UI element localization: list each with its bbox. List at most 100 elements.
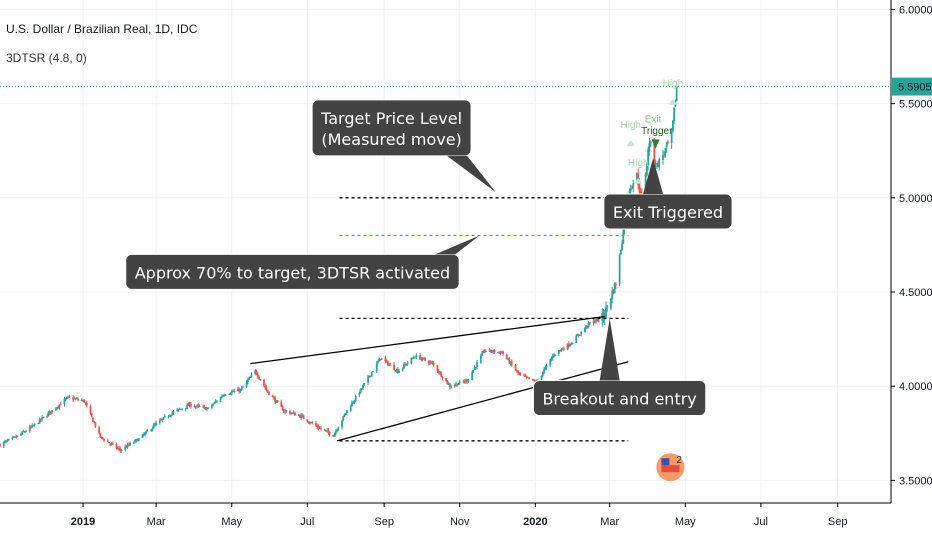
callout[interactable]: Exit Triggered — [603, 158, 733, 230]
candle-body — [653, 142, 656, 161]
candle-body — [603, 315, 606, 320]
candle-body — [632, 183, 635, 189]
candle-body — [505, 354, 508, 359]
candle — [135, 438, 138, 443]
candle — [419, 352, 421, 360]
candle — [101, 436, 104, 441]
candle-body — [341, 420, 343, 428]
candle-body — [575, 336, 578, 343]
time-tick-label: 2019 — [71, 516, 95, 528]
callout[interactable]: Approx 70% to target, 3DTSR activated — [125, 235, 480, 290]
candle-body — [72, 397, 75, 400]
candle-body — [491, 351, 493, 353]
callout-pointer — [599, 318, 620, 381]
candle-body — [334, 431, 337, 434]
candle-body — [508, 358, 511, 364]
candle-body — [161, 418, 164, 421]
candle-body — [584, 328, 586, 332]
candle-body — [430, 362, 433, 364]
candle-body — [639, 191, 642, 194]
candle-body — [497, 351, 500, 353]
time-tick-label: Sep — [374, 516, 394, 528]
candle-body — [146, 430, 149, 432]
candle-body — [517, 370, 519, 374]
candle-body — [92, 417, 94, 422]
candle-body — [560, 349, 563, 351]
candle — [265, 385, 268, 392]
candle — [523, 373, 526, 377]
candle-body — [219, 396, 222, 402]
candle — [180, 408, 182, 410]
candle-body — [315, 422, 317, 426]
candle-body — [272, 397, 275, 399]
candle — [525, 375, 528, 379]
candle — [31, 423, 34, 428]
candle — [222, 394, 224, 398]
time-axis: 2019 Mar May Jul Sep Nov 2020 Mar May Jul Sep — [0, 502, 932, 550]
callout[interactable]: Breakout and entry — [532, 318, 707, 417]
candle-body — [636, 172, 638, 183]
callout[interactable]: Target Price Level (Measured move) — [311, 99, 496, 193]
candle — [154, 422, 156, 427]
candle — [186, 403, 189, 410]
candle — [515, 369, 518, 373]
candle-body — [132, 442, 135, 444]
candle-body — [106, 440, 109, 442]
candle — [410, 357, 413, 365]
candle-body — [367, 376, 369, 383]
candle — [448, 382, 451, 390]
time-axis-background — [0, 503, 932, 550]
candle — [160, 417, 162, 421]
candle — [389, 362, 392, 366]
candle — [654, 159, 657, 168]
candle-body — [396, 369, 399, 373]
candle — [415, 353, 418, 360]
candle — [103, 438, 105, 443]
candle — [657, 161, 659, 168]
candle-body — [116, 447, 119, 449]
candle — [83, 399, 86, 403]
candle-body — [2, 442, 5, 447]
candle — [85, 400, 88, 408]
candle — [63, 396, 66, 407]
candle-body — [658, 158, 661, 167]
candle — [98, 425, 101, 435]
candle — [388, 362, 391, 367]
candle-body — [291, 412, 294, 414]
candle — [204, 406, 207, 410]
trendline[interactable] — [336, 361, 629, 442]
candle-body — [155, 422, 158, 425]
candle — [59, 402, 62, 406]
candle-body — [276, 400, 279, 402]
candle-body — [621, 243, 623, 250]
candle-body — [549, 359, 552, 366]
candle — [82, 399, 84, 403]
candle-body — [585, 325, 588, 329]
candle — [605, 301, 607, 320]
candle — [230, 389, 233, 396]
indicator-legend[interactable]: 3DTSR (4.8, 0) — [6, 51, 87, 65]
candle — [276, 399, 279, 404]
candle — [249, 375, 252, 378]
candle-body — [337, 427, 340, 431]
candle — [440, 371, 443, 378]
candle — [619, 249, 622, 255]
candle-body — [5, 440, 8, 442]
candle-body — [613, 283, 616, 294]
candle — [250, 372, 253, 378]
candle — [618, 253, 621, 287]
candle-body — [467, 379, 470, 382]
trendline[interactable] — [250, 315, 605, 365]
candle — [51, 410, 53, 415]
candle — [479, 353, 482, 364]
candle-body — [63, 399, 66, 405]
time-tick-label: Mar — [147, 516, 166, 528]
candle-body — [85, 402, 88, 406]
candle-body — [32, 425, 35, 427]
candle-body — [137, 438, 140, 441]
candle-body — [38, 419, 41, 424]
candle-body — [466, 380, 469, 382]
candle-body — [571, 343, 574, 345]
candle-body — [90, 412, 93, 418]
